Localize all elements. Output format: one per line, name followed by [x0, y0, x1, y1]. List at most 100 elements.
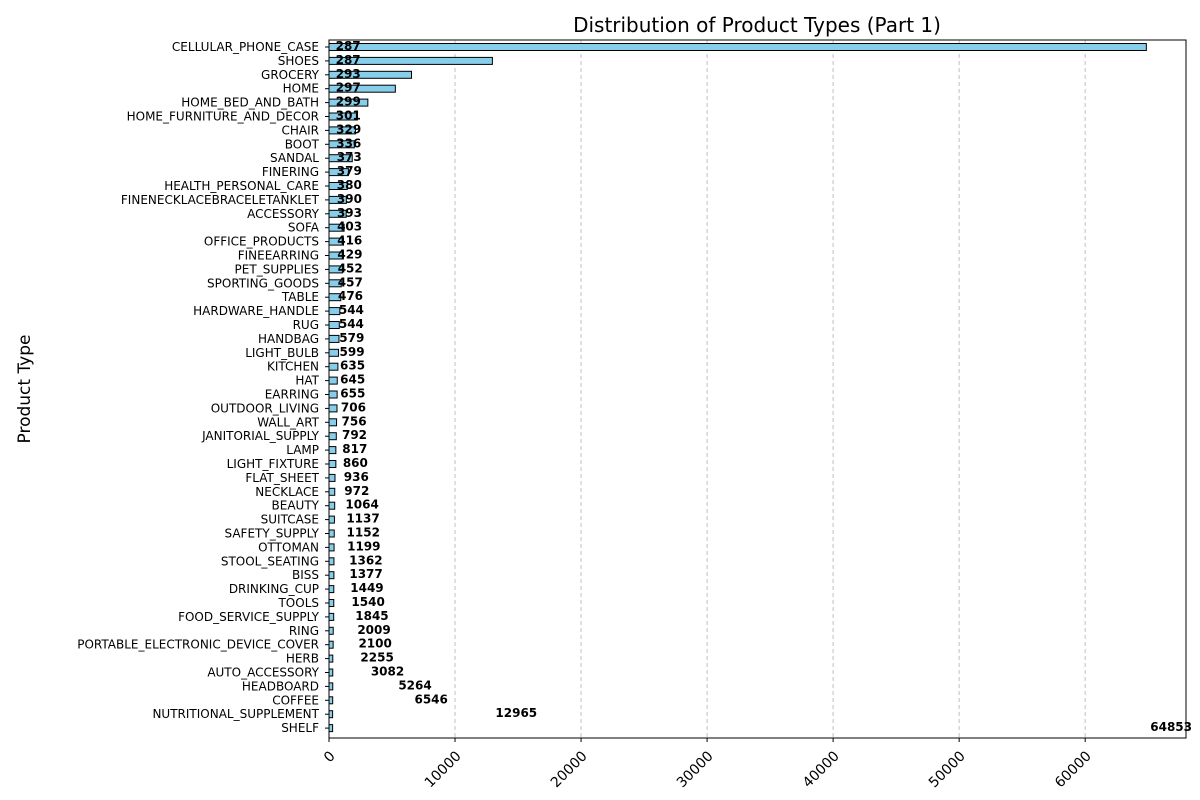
- data-label: 6546: [414, 692, 447, 706]
- bar: [328, 43, 1147, 51]
- data-label: 2255: [360, 651, 393, 665]
- bars: [328, 43, 1147, 733]
- bar: [328, 557, 335, 566]
- data-label: 1137: [346, 512, 379, 526]
- bar: [328, 612, 335, 621]
- y-tick-label: HEALTH_PERSONAL_CARE: [164, 179, 319, 193]
- bar: [328, 515, 335, 524]
- data-label: 1362: [349, 553, 382, 567]
- y-tick-label: NECKLACE: [255, 485, 319, 499]
- data-label: 12965: [495, 706, 537, 720]
- y-tick-label: TOOLS: [277, 596, 319, 610]
- y-tick-label: HANDBAG: [258, 332, 319, 346]
- y-tick-label: FINENECKLACEBRACELETANKLET: [121, 193, 320, 207]
- data-label: 457: [338, 275, 363, 289]
- data-label: 476: [338, 289, 363, 303]
- bar: [328, 334, 340, 343]
- data-label: 756: [342, 414, 367, 428]
- bar: [328, 473, 336, 482]
- data-label: 1199: [347, 539, 380, 553]
- data-label: 817: [342, 442, 367, 456]
- y-tick-label: LAMP: [286, 443, 319, 457]
- bar: [328, 710, 334, 719]
- data-label: 1377: [349, 567, 382, 581]
- bar: [328, 321, 340, 329]
- data-label: 329: [336, 122, 361, 136]
- data-label: 655: [340, 387, 365, 401]
- y-tick-label: FLAT_SHEET: [245, 471, 319, 485]
- data-labels: 2872872932972993013293363733793803903934…: [336, 39, 1192, 734]
- y-tick-label: SUITCASE: [261, 513, 319, 527]
- data-label: 301: [336, 109, 361, 123]
- bar: [328, 404, 338, 413]
- y-tick-label: SOFA: [288, 221, 320, 235]
- y-tick-label: HOME_BED_AND_BATH: [181, 96, 319, 110]
- data-label: 599: [340, 345, 365, 359]
- y-tick-label: RING: [289, 624, 319, 638]
- y-tick-label: RUG: [293, 318, 319, 332]
- y-tick-labels: CELLULAR_PHONE_CASESHOESGROCERYHOMEHOME_…: [77, 40, 329, 735]
- bar: [328, 668, 334, 677]
- data-label: 390: [337, 192, 362, 206]
- y-tick-label: COFFEE: [272, 693, 319, 707]
- y-tick-label: KITCHEN: [267, 360, 319, 374]
- bar: [328, 446, 337, 455]
- x-tick-label: 0: [321, 748, 339, 766]
- data-label: 1152: [347, 526, 380, 540]
- data-label: 645: [340, 373, 365, 387]
- bar: [328, 585, 335, 594]
- y-tick-label: BISS: [292, 568, 319, 582]
- y-tick-label: TABLE: [281, 290, 319, 304]
- y-tick-label: AUTO_ACCESSORY: [207, 666, 319, 680]
- y-tick-label: PORTABLE_ELECTRONIC_DEVICE_COVER: [77, 638, 319, 652]
- y-tick-label: SPORTING_GOODS: [207, 276, 319, 290]
- data-label: 379: [337, 164, 362, 178]
- y-tick-label: FINEEARRING: [238, 249, 319, 263]
- bar: [328, 390, 338, 399]
- data-label: 5264: [398, 678, 431, 692]
- data-label: 860: [343, 456, 368, 470]
- data-label: 2009: [357, 623, 390, 637]
- y-tick-label: HEADBOARD: [242, 679, 319, 693]
- data-label: 792: [342, 428, 367, 442]
- data-label: 429: [337, 248, 362, 262]
- data-label: 287: [336, 53, 361, 67]
- bar: [328, 418, 338, 427]
- y-tick-label: EARRING: [265, 388, 319, 402]
- bar: [328, 654, 334, 663]
- x-tick-label: 40000: [800, 748, 843, 791]
- bar: [328, 501, 336, 510]
- data-label: 2100: [358, 637, 391, 651]
- data-label: 635: [340, 359, 365, 373]
- data-label: 544: [339, 303, 364, 317]
- bar: [328, 376, 338, 385]
- bar: [328, 543, 335, 552]
- y-tick-label: CHAIR: [282, 123, 320, 137]
- data-label: 297: [336, 81, 361, 95]
- y-tick-label: CELLULAR_PHONE_CASE: [172, 40, 319, 54]
- bar: [328, 724, 334, 733]
- data-label: 64853: [1150, 720, 1192, 734]
- y-tick-label: SHOES: [278, 54, 319, 68]
- y-tick-label: OTTOMAN: [258, 540, 319, 554]
- bar: [328, 626, 334, 635]
- data-label: 336: [336, 136, 361, 150]
- y-tick-label: LIGHT_BULB: [245, 346, 319, 360]
- y-tick-label: DRINKING_CUP: [229, 582, 319, 596]
- data-label: 1064: [345, 498, 378, 512]
- y-tick-label: NUTRITIONAL_SUPPLEMENT: [152, 707, 319, 721]
- y-tick-label: STOOL_SEATING: [221, 554, 319, 568]
- y-tick-label: OUTDOOR_LIVING: [211, 401, 319, 415]
- data-label: 936: [344, 470, 369, 484]
- x-tick-label: 50000: [926, 748, 969, 791]
- bar: [328, 362, 339, 371]
- y-tick-label: FOOD_SERVICE_SUPPLY: [178, 610, 320, 624]
- y-tick-label: SAFETY_SUPPLY: [225, 527, 320, 541]
- y-tick-label: BOOT: [285, 137, 320, 151]
- data-label: 287: [336, 39, 361, 53]
- chart-title: Distribution of Product Types (Part 1): [573, 13, 941, 37]
- data-label: 293: [336, 67, 361, 81]
- x-tick-label: 10000: [422, 748, 465, 791]
- data-label: 403: [337, 220, 362, 234]
